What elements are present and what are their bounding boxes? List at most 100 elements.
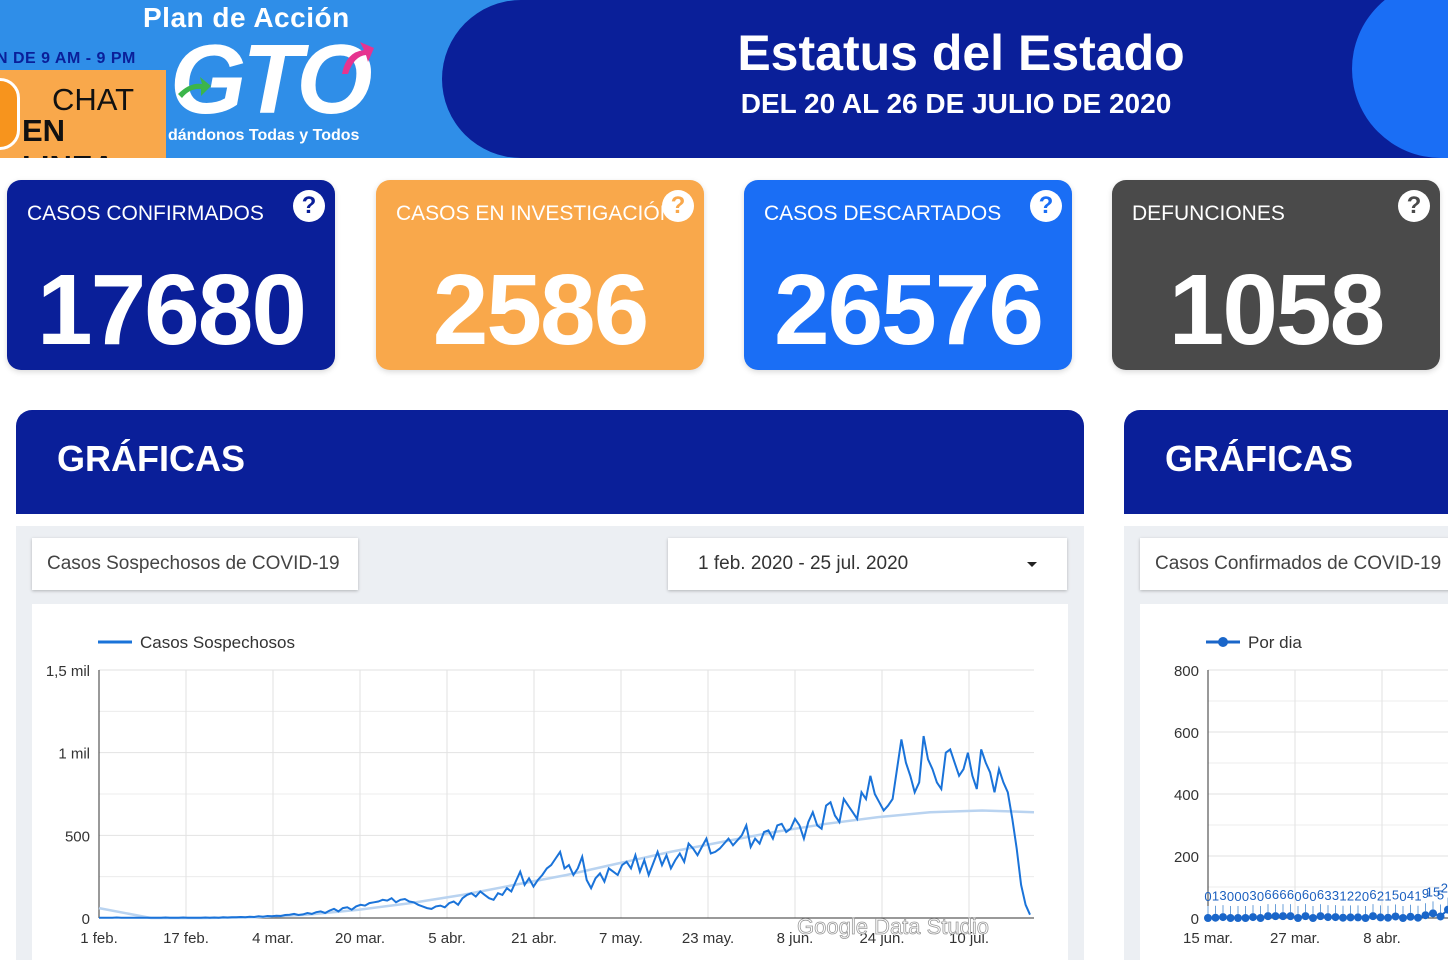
data-point	[1384, 913, 1392, 922]
data-point	[1399, 914, 1407, 922]
data-label: 3	[1219, 888, 1226, 903]
data-label: 0	[1204, 889, 1211, 904]
x-tick-label: 17 feb.	[163, 930, 209, 947]
date-range-value: 1 feb. 2020 - 25 jul. 2020	[698, 553, 909, 574]
brand-logo-text: GTO	[170, 24, 373, 134]
data-label: 2	[1377, 888, 1384, 903]
y-tick-label: 600	[1174, 725, 1199, 742]
data-point	[1414, 913, 1422, 922]
left-chart-panel: Casos Sospechosos de COVID-19 1 feb. 202…	[16, 526, 1084, 960]
data-point	[1339, 913, 1347, 922]
data-point	[1279, 912, 1287, 921]
chart-container: 0 200 400 600 800 15 mar. 27 mar. 8 abr. Por dia…	[1140, 604, 1448, 960]
data-point	[1361, 914, 1370, 922]
dropdown-caret-icon	[1027, 562, 1037, 567]
y-tick-label: 1,5 mil	[46, 663, 90, 680]
section-banner-right: GRÁFICAS	[1124, 410, 1448, 514]
data-label: 1	[1212, 889, 1219, 904]
x-tick-label: 15 mar.	[1183, 930, 1233, 947]
stat-value: 2586	[432, 254, 649, 366]
data-label: 0	[1257, 889, 1264, 904]
data-label: 0	[1242, 889, 1249, 904]
header-title-band	[442, 0, 1448, 158]
data-label: 6	[1272, 887, 1279, 902]
x-tick-label: 1 feb.	[80, 930, 118, 947]
data-point	[1294, 914, 1302, 922]
x-tick-label: 27 mar.	[1270, 930, 1320, 947]
data-label: 6	[1317, 887, 1324, 902]
data-label: 2	[1354, 888, 1361, 903]
page-title: Estatus del Estado	[737, 25, 1185, 81]
help-icon[interactable]: ?	[1398, 190, 1430, 222]
data-point	[1354, 913, 1362, 922]
data-point	[1256, 914, 1265, 922]
legend-label: Casos Sospechosos	[140, 633, 295, 652]
section-title: GRÁFICAS	[57, 438, 245, 479]
data-point	[1324, 913, 1332, 922]
data-point	[1219, 913, 1227, 922]
help-icon[interactable]: ?	[293, 190, 325, 222]
data-point	[1271, 912, 1280, 921]
chart-title: Casos Sospechosos de COVID-19	[32, 538, 358, 590]
chat-label-line2: EN LINEA	[22, 113, 115, 158]
chart-container: 0 500 1 mil 1,5 mil 1 feb. 17 feb. 4 mar. 20 ma…	[32, 604, 1068, 960]
data-point	[1346, 913, 1355, 922]
data-label: 0	[1234, 889, 1241, 904]
y-tick-label: 0	[1191, 911, 1199, 928]
data-point	[1301, 912, 1310, 921]
data-label: 6	[1279, 887, 1286, 902]
section-title: GRÁFICAS	[1165, 438, 1353, 479]
header-banner: Plan de Acción GTO dándonos Todas y Todo…	[0, 0, 1448, 158]
suspected-cases-chart: 0 500 1 mil 1,5 mil 1 feb. 17 feb. 4 mar. 20 ma…	[46, 633, 1035, 947]
stat-label: CASOS DESCARTADOS	[764, 202, 1002, 225]
y-tick-label: 1 mil	[58, 746, 90, 763]
data-label: 1	[1414, 889, 1421, 904]
data-label: 9	[1422, 886, 1429, 901]
data-point	[1211, 913, 1220, 922]
section-banner-left: GRÁFICAS	[16, 410, 1084, 514]
y-tick-label: 200	[1174, 849, 1199, 866]
help-icon[interactable]: ?	[1030, 190, 1062, 222]
date-range-selector[interactable]: 1 feb. 2020 - 25 jul. 2020	[668, 538, 1067, 590]
chat-hours: N DE 9 AM - 9 PM	[0, 50, 136, 67]
stat-card-deaths: DEFUNCIONES ? 1058	[1112, 180, 1440, 370]
data-point	[1436, 912, 1445, 921]
data-label: 15	[1426, 884, 1440, 899]
data-label: 5	[1437, 887, 1444, 902]
legend-marker	[1218, 637, 1228, 647]
data-label: 4	[1407, 888, 1414, 903]
green-arrow-icon	[178, 77, 211, 98]
data-point	[1444, 905, 1448, 914]
x-tick-label: 8 jun.	[777, 930, 814, 947]
x-tick-label: 21 abr.	[511, 930, 557, 947]
data-point	[1406, 912, 1415, 921]
data-label: 6	[1302, 887, 1309, 902]
pink-arrow-icon	[342, 42, 374, 74]
data-point	[1376, 913, 1385, 922]
y-tick-label: 0	[82, 911, 90, 928]
data-point	[1391, 912, 1400, 921]
data-label: 0	[1309, 889, 1316, 904]
stat-card-investigation: CASOS EN INVESTIGACIÓN ? 2586	[376, 180, 704, 370]
y-tick-label: 400	[1174, 787, 1199, 804]
data-label: 2	[1347, 888, 1354, 903]
x-tick-label: 10 jul.	[949, 930, 989, 947]
data-label: 5	[1392, 887, 1399, 902]
data-label: 3	[1249, 888, 1256, 903]
data-label: 0	[1294, 889, 1301, 904]
chat-online-button[interactable]: CHAT EN LINEA	[0, 70, 166, 158]
data-point	[1309, 914, 1317, 922]
brand-logo: GTO	[170, 30, 374, 128]
data-point	[1286, 912, 1295, 921]
data-label: 0	[1227, 889, 1234, 904]
stat-label: CASOS EN INVESTIGACIÓN	[396, 202, 675, 225]
legend-label: Por dia	[1248, 633, 1302, 652]
data-label: 27	[1441, 881, 1448, 896]
data-label: 3	[1332, 888, 1339, 903]
x-tick-label: 23 may.	[682, 930, 734, 947]
data-point	[1249, 913, 1257, 922]
stat-value: 17680	[36, 254, 307, 366]
page-subtitle: DEL 20 AL 26 DE JULIO DE 2020	[740, 88, 1172, 119]
help-icon[interactable]: ?	[662, 190, 694, 222]
